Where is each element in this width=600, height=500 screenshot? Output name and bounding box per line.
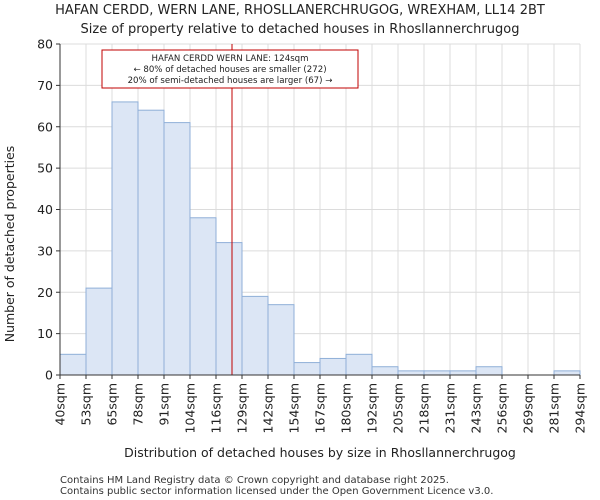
bar-218sqm bbox=[423, 370, 451, 376]
x-tick-label-218sqm: 218sqm bbox=[417, 383, 432, 433]
bar-142sqm bbox=[267, 304, 295, 376]
x-tick-label-167sqm: 167sqm bbox=[313, 383, 328, 433]
x-tick-label-40sqm: 40sqm bbox=[53, 383, 68, 426]
x-tick-label-78sqm: 78sqm bbox=[131, 383, 146, 426]
bars bbox=[59, 101, 581, 376]
bar-154sqm bbox=[293, 362, 321, 376]
bar-53sqm bbox=[85, 287, 113, 376]
bar-116sqm bbox=[215, 242, 243, 376]
x-tick-label-281sqm: 281sqm bbox=[547, 383, 562, 433]
x-tick-label-243sqm: 243sqm bbox=[469, 383, 484, 433]
x-axis-label: Distribution of detached houses by size … bbox=[124, 445, 516, 460]
x-tick-label-205sqm: 205sqm bbox=[391, 383, 406, 433]
x-tick-label-231sqm: 231sqm bbox=[443, 383, 458, 433]
x-tick-label-53sqm: 53sqm bbox=[79, 383, 94, 426]
annotation-line-1: HAFAN CERDD WERN LANE: 124sqm bbox=[151, 54, 308, 64]
bar-167sqm bbox=[319, 357, 347, 376]
bar-180sqm bbox=[345, 353, 373, 376]
bar-78sqm bbox=[137, 109, 165, 376]
y-tick-label-80: 80 bbox=[37, 37, 53, 52]
y-tick-label-10: 10 bbox=[37, 326, 53, 341]
y-tick-label-60: 60 bbox=[37, 119, 53, 134]
bar-243sqm bbox=[475, 366, 503, 376]
x-tick-label-116sqm: 116sqm bbox=[209, 383, 224, 433]
x-tick-label-65sqm: 65sqm bbox=[105, 383, 120, 426]
y-tick-label-40: 40 bbox=[37, 202, 53, 217]
x-tick-label-180sqm: 180sqm bbox=[339, 383, 354, 433]
x-tick-label-154sqm: 154sqm bbox=[287, 383, 302, 433]
bar-281sqm bbox=[553, 370, 581, 376]
y-axis-label: Number of detached properties bbox=[2, 146, 17, 343]
y-tick-label-30: 30 bbox=[37, 243, 53, 258]
x-tick-label-269sqm: 269sqm bbox=[521, 383, 536, 433]
x-tick-label-104sqm: 104sqm bbox=[183, 383, 198, 433]
y-tick-labels: 0 10 20 30 40 50 60 70 80 bbox=[37, 37, 60, 383]
x-tick-label-142sqm: 142sqm bbox=[261, 383, 276, 433]
y-tick-label-70: 70 bbox=[37, 78, 53, 93]
bar-129sqm bbox=[241, 295, 269, 376]
y-tick-label-20: 20 bbox=[37, 285, 53, 300]
bar-231sqm bbox=[449, 370, 477, 376]
bar-205sqm bbox=[397, 370, 425, 376]
bar-192sqm bbox=[371, 366, 399, 376]
annotation-line-2: ← 80% of detached houses are smaller (27… bbox=[133, 65, 326, 75]
x-tick-labels: 40sqm 53sqm 65sqm 78sqm 91sqm 104sqm 116sqm 129… bbox=[53, 375, 588, 433]
annotation-line-3: 20% of semi-detached houses are larger (… bbox=[128, 76, 333, 86]
footer-line-2: Contains public sector information licen… bbox=[60, 486, 493, 497]
x-tick-label-294sqm: 294sqm bbox=[573, 383, 588, 433]
bar-104sqm bbox=[189, 217, 217, 376]
chart-subtitle: Size of property relative to detached ho… bbox=[81, 22, 520, 37]
x-tick-label-192sqm: 192sqm bbox=[365, 383, 380, 433]
annotation-frame bbox=[101, 49, 359, 89]
y-tick-label-50: 50 bbox=[37, 161, 53, 176]
x-tick-label-91sqm: 91sqm bbox=[157, 383, 172, 426]
y-tick-label-0: 0 bbox=[45, 368, 53, 383]
bar-91sqm bbox=[163, 122, 191, 376]
x-tick-label-256sqm: 256sqm bbox=[495, 383, 510, 433]
x-tick-label-129sqm: 129sqm bbox=[235, 383, 250, 433]
footer-line-1: Contains HM Land Registry data © Crown c… bbox=[60, 475, 449, 486]
annotation-box: HAFAN CERDD WERN LANE: 124sqm ← 80% of d… bbox=[101, 49, 359, 89]
bar-65sqm bbox=[111, 101, 139, 376]
chart-title: HAFAN CERDD, WERN LANE, RHOSLLANERCHRUGO… bbox=[55, 3, 545, 18]
bar-40sqm bbox=[59, 353, 87, 376]
